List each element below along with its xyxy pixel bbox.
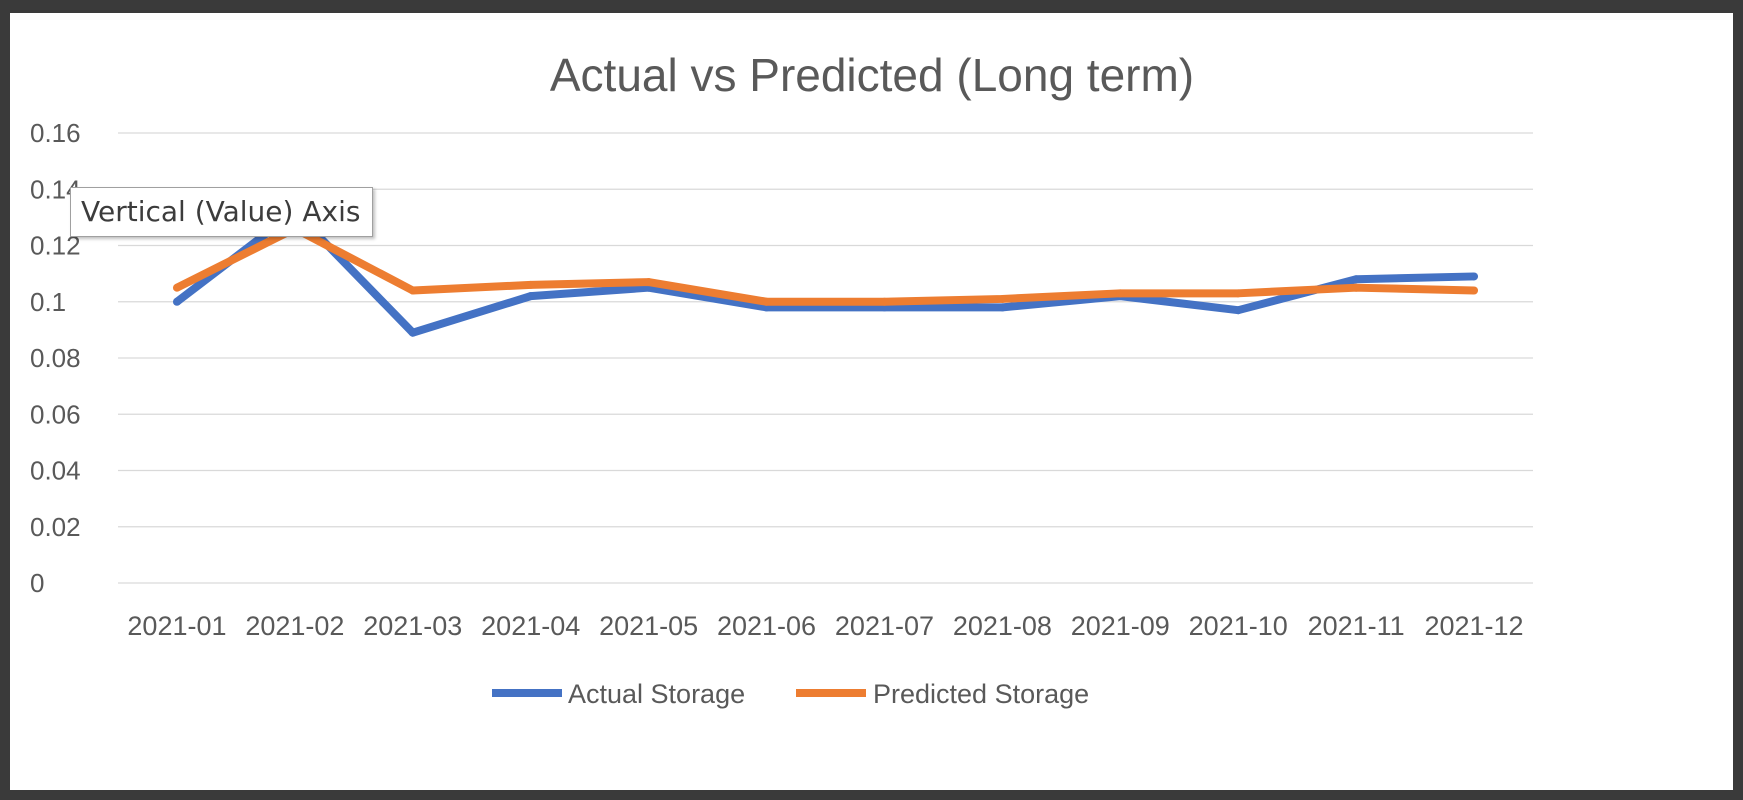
vertical-value-axis[interactable]: 00.020.040.060.080.10.120.140.16 — [30, 118, 81, 598]
y-tick-label: 0.04 — [30, 456, 81, 486]
data-point[interactable] — [1470, 286, 1479, 295]
x-tick-label: 2021-01 — [127, 611, 226, 641]
data-point[interactable] — [880, 297, 889, 306]
data-point[interactable] — [1352, 275, 1361, 284]
data-point[interactable] — [1470, 272, 1479, 281]
x-tick-label: 2021-08 — [953, 611, 1052, 641]
x-tick-label: 2021-10 — [1189, 611, 1288, 641]
legend-label: Predicted Storage — [873, 679, 1089, 709]
y-tick-label: 0.1 — [30, 287, 66, 317]
axis-tooltip: Vertical (Value) Axis — [70, 187, 374, 237]
data-point[interactable] — [526, 280, 535, 289]
horizontal-category-axis[interactable]: 2021-01 2021-02 2021-03 2021-04 2021-05 2021-… — [127, 611, 1523, 641]
data-point[interactable] — [1234, 289, 1243, 298]
legend-item[interactable]: Predicted Storage — [796, 679, 1089, 709]
series-line[interactable] — [175, 224, 1475, 306]
legend-label: Actual Storage — [568, 679, 745, 709]
data-point[interactable] — [998, 294, 1007, 303]
data-point[interactable] — [998, 303, 1007, 312]
x-tick-label: 2021-02 — [245, 611, 344, 641]
data-point[interactable] — [1352, 283, 1361, 292]
y-tick-label: 0.16 — [30, 118, 81, 148]
legend[interactable]: Actual Storage Predicted Storage — [492, 679, 1089, 709]
legend-item[interactable]: Actual Storage — [492, 679, 745, 709]
data-point[interactable] — [644, 278, 653, 287]
data-point[interactable] — [172, 283, 181, 292]
x-tick-label: 2021-12 — [1424, 611, 1523, 641]
x-tick-label: 2021-04 — [481, 611, 580, 641]
data-point[interactable] — [762, 297, 771, 306]
chart-title[interactable]: Actual vs Predicted (Long term) — [550, 49, 1194, 101]
x-tick-label: 2021-07 — [835, 611, 934, 641]
x-tick-label: 2021-03 — [363, 611, 462, 641]
y-tick-label: 0.02 — [30, 512, 81, 542]
x-tick-label: 2021-05 — [599, 611, 698, 641]
y-tick-label: 0.08 — [30, 343, 81, 373]
data-point[interactable] — [408, 328, 417, 337]
y-tick-label: 0 — [30, 568, 44, 598]
x-tick-label: 2021-06 — [717, 611, 816, 641]
x-tick-label: 2021-11 — [1308, 611, 1405, 641]
data-point[interactable] — [408, 286, 417, 295]
data-point[interactable] — [1116, 289, 1125, 298]
y-tick-label: 0.06 — [30, 399, 81, 429]
data-point[interactable] — [1234, 306, 1243, 315]
x-tick-label: 2021-09 — [1071, 611, 1170, 641]
data-point[interactable] — [526, 292, 535, 301]
data-point[interactable] — [172, 297, 181, 306]
series-line[interactable] — [174, 207, 1475, 337]
chart-area[interactable]: Actual vs Predicted (Long term) 0 0.02 0.0… — [10, 13, 1733, 790]
series-predicted-storage[interactable] — [172, 224, 1479, 306]
line-chart: Actual vs Predicted (Long term) 0 0.02 0.0… — [30, 49, 1533, 709]
